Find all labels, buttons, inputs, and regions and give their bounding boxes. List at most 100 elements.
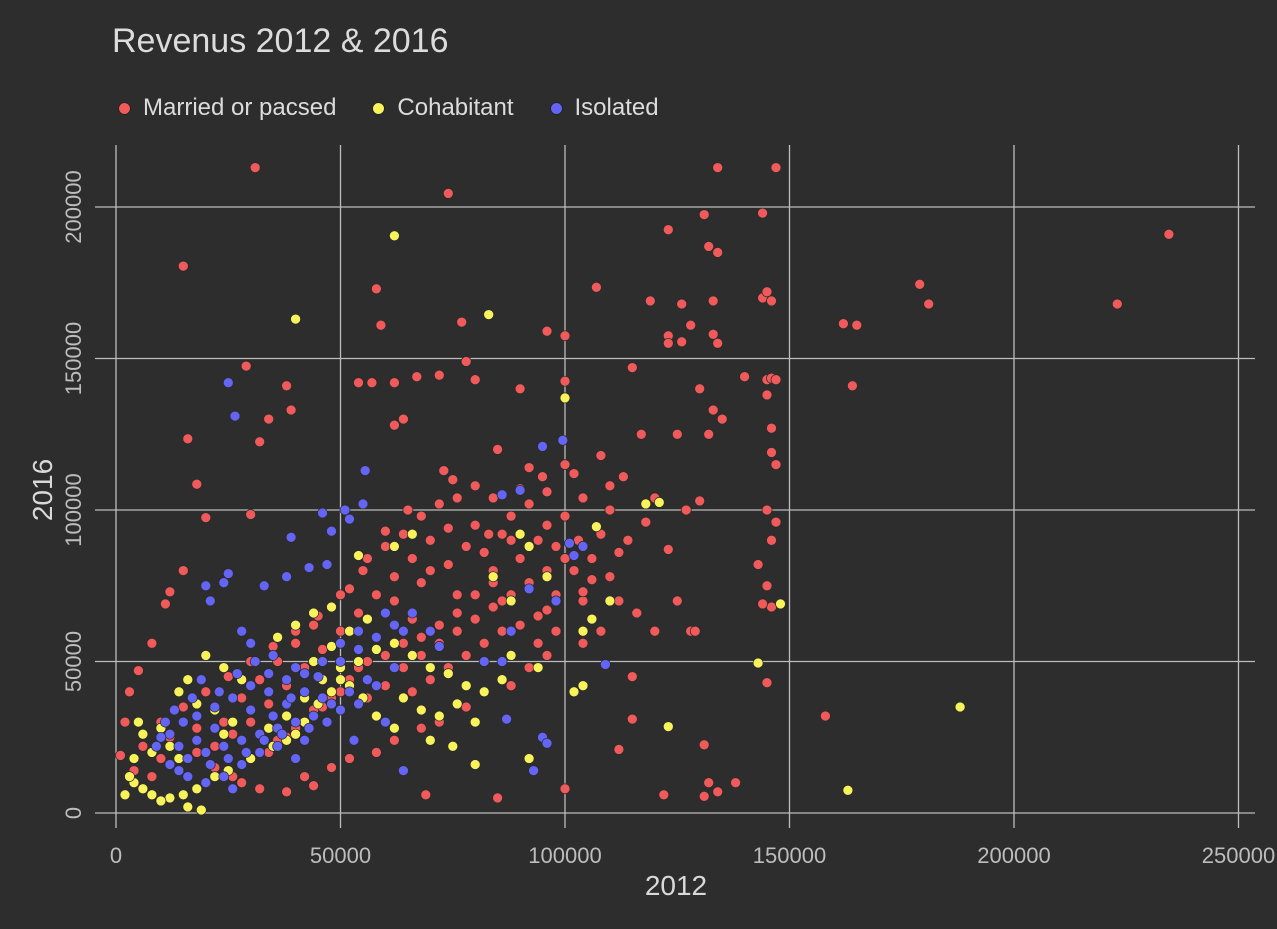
point-married-or-pacsed — [626, 713, 638, 725]
point-married-or-pacsed — [514, 553, 526, 564]
point-isolated — [281, 571, 292, 583]
point-cohabitant — [290, 619, 301, 631]
point-isolated — [312, 671, 324, 682]
point-married-or-pacsed — [694, 383, 706, 395]
point-isolated — [245, 637, 257, 649]
point-married-or-pacsed — [177, 260, 189, 272]
point-married-or-pacsed — [577, 586, 589, 598]
point-married-or-pacsed — [591, 281, 602, 293]
point-married-or-pacsed — [541, 486, 553, 498]
point-married-or-pacsed — [712, 247, 724, 258]
point-married-or-pacsed — [254, 674, 266, 686]
point-cohabitant — [308, 656, 319, 667]
point-married-or-pacsed — [662, 224, 674, 236]
point-isolated — [191, 734, 203, 746]
point-cohabitant — [514, 528, 526, 540]
point-married-or-pacsed — [411, 371, 423, 383]
point-cohabitant — [640, 498, 652, 510]
point-married-or-pacsed — [707, 295, 719, 307]
point-married-or-pacsed — [380, 525, 391, 537]
point-married-or-pacsed — [712, 162, 724, 173]
point-married-or-pacsed — [559, 459, 571, 470]
point-cohabitant — [398, 692, 409, 704]
x-axis-title: 2012 — [645, 870, 707, 901]
point-cohabitant — [155, 795, 167, 807]
point-cohabitant — [128, 753, 140, 764]
point-married-or-pacsed — [182, 433, 194, 445]
point-cohabitant — [752, 657, 764, 669]
point-cohabitant — [124, 771, 135, 782]
legend-item-isolated: Isolated — [549, 94, 659, 122]
point-cohabitant — [326, 601, 337, 613]
point-married-or-pacsed — [537, 471, 548, 483]
point-cohabitant — [389, 230, 400, 242]
point-cohabitant — [371, 644, 382, 655]
point-married-or-pacsed — [267, 641, 279, 652]
point-married-or-pacsed — [451, 492, 463, 504]
point-cohabitant — [281, 710, 292, 722]
point-isolated — [173, 765, 185, 776]
point-isolated — [496, 656, 508, 667]
point-isolated — [326, 698, 337, 710]
point-married-or-pacsed — [658, 789, 670, 801]
point-married-or-pacsed — [649, 625, 661, 637]
point-married-or-pacsed — [757, 207, 768, 219]
point-isolated — [227, 783, 239, 795]
point-married-or-pacsed — [200, 512, 212, 523]
x-tick-label: 100000 — [528, 843, 601, 868]
point-isolated — [568, 550, 580, 561]
point-married-or-pacsed — [447, 474, 459, 486]
point-married-or-pacsed — [766, 534, 777, 546]
point-married-or-pacsed — [424, 674, 436, 686]
point-married-or-pacsed — [317, 644, 328, 655]
point-isolated — [371, 631, 382, 643]
point-married-or-pacsed — [541, 519, 553, 531]
point-isolated — [339, 504, 351, 516]
point-married-or-pacsed — [514, 383, 526, 395]
point-isolated — [222, 377, 234, 389]
point-isolated — [308, 710, 319, 722]
point-married-or-pacsed — [415, 510, 427, 522]
point-isolated — [191, 710, 203, 722]
point-cohabitant — [308, 607, 319, 619]
point-isolated — [557, 434, 569, 446]
point-married-or-pacsed — [415, 577, 427, 589]
point-cohabitant — [191, 783, 203, 795]
point-married-or-pacsed — [559, 553, 571, 564]
point-cohabitant — [559, 392, 571, 404]
point-married-or-pacsed — [635, 428, 647, 440]
point-married-or-pacsed — [460, 701, 472, 713]
point-cohabitant — [478, 686, 490, 698]
point-isolated — [173, 740, 185, 752]
point-isolated — [380, 716, 391, 728]
legend-label-isolated: Isolated — [574, 94, 659, 121]
point-married-or-pacsed — [424, 565, 436, 576]
point-married-or-pacsed — [389, 734, 400, 746]
point-isolated — [222, 753, 234, 764]
point-isolated — [200, 747, 212, 758]
point-married-or-pacsed — [222, 671, 234, 682]
point-married-or-pacsed — [406, 553, 418, 564]
point-married-or-pacsed — [281, 380, 292, 392]
point-married-or-pacsed — [523, 662, 535, 673]
legend-marker-isolated — [549, 101, 563, 115]
point-married-or-pacsed — [209, 740, 221, 752]
point-married-or-pacsed — [676, 336, 688, 348]
point-married-or-pacsed — [577, 637, 589, 649]
point-married-or-pacsed — [469, 589, 481, 601]
point-cohabitant — [290, 728, 301, 740]
point-married-or-pacsed — [177, 701, 189, 713]
point-married-or-pacsed — [514, 619, 526, 631]
point-isolated — [236, 759, 248, 770]
point-married-or-pacsed — [703, 428, 715, 440]
point-cohabitant — [469, 716, 481, 728]
point-isolated — [182, 753, 194, 764]
point-cohabitant — [406, 528, 418, 540]
point-isolated — [204, 759, 216, 770]
point-married-or-pacsed — [344, 583, 355, 595]
point-married-or-pacsed — [622, 534, 634, 546]
point-married-or-pacsed — [245, 716, 257, 728]
point-married-or-pacsed — [703, 777, 715, 789]
point-married-or-pacsed — [698, 790, 710, 802]
point-isolated — [164, 728, 176, 740]
